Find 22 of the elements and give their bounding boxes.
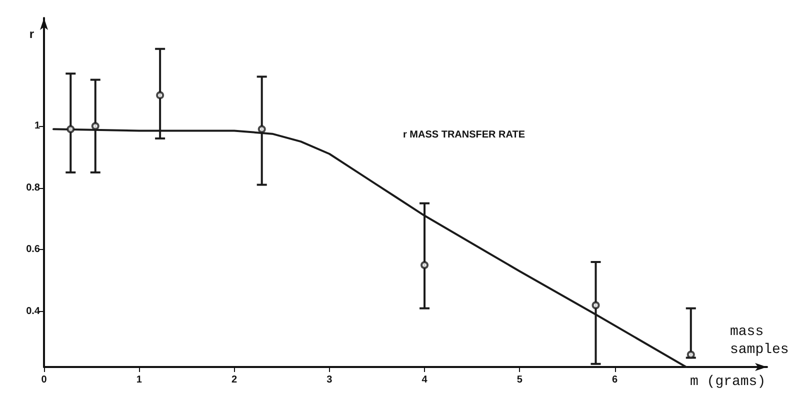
- y-tick-label: 0.8: [26, 182, 40, 194]
- annotation: mass samples: [730, 324, 789, 358]
- y-tick-label: 1: [34, 120, 40, 132]
- x-tick-label: 6: [612, 374, 618, 386]
- point: [91, 122, 100, 130]
- x-tick-label: 0: [41, 374, 48, 386]
- x-tick-label: 1: [136, 374, 142, 386]
- point: [420, 261, 429, 270]
- x-tick-label: 5: [516, 374, 523, 386]
- annotation: r MASS TRANSFER RATE: [403, 130, 526, 140]
- y-tick-label: 0.4: [26, 306, 40, 317]
- y-tick-label: 0.6: [26, 244, 40, 256]
- point: [156, 91, 164, 100]
- point: [258, 125, 266, 134]
- x-axis-title: m (grams): [690, 374, 766, 390]
- point: [686, 350, 695, 359]
- x-tick-label: 2: [231, 374, 238, 386]
- point: [592, 301, 600, 310]
- x-tick-label: 3: [326, 374, 333, 386]
- x-tick-label: 4: [422, 374, 428, 386]
- point: [66, 125, 75, 134]
- y-axis-title: r: [29, 27, 34, 41]
